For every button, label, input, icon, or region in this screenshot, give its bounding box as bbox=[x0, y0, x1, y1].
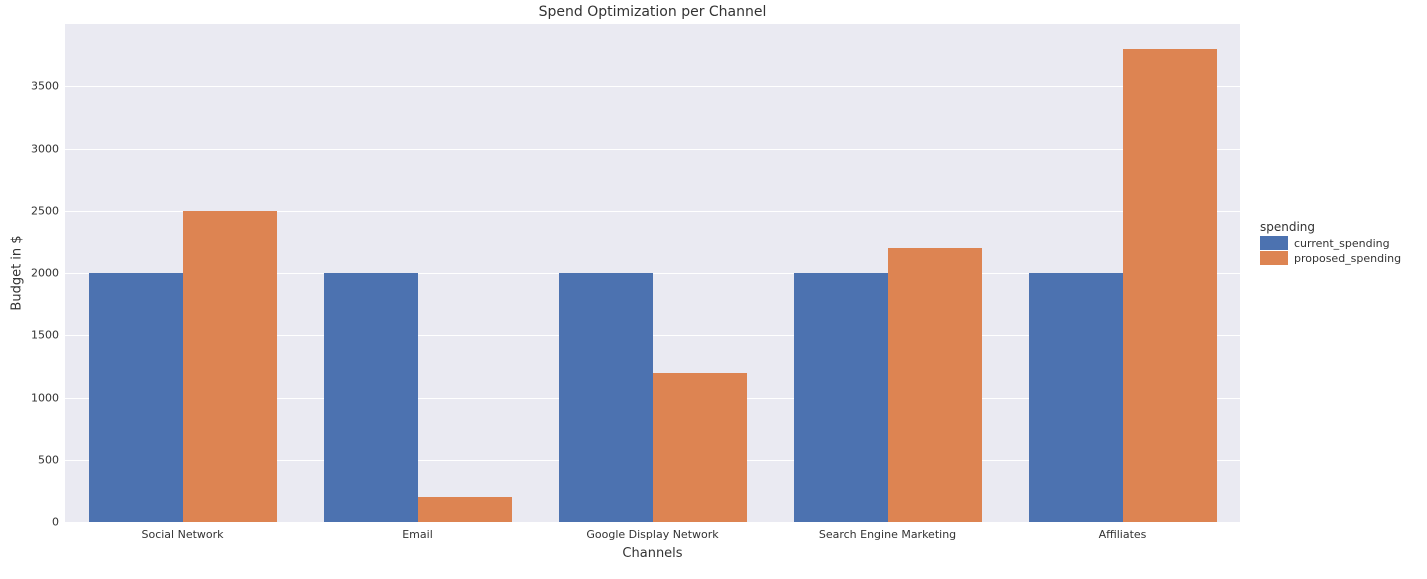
y-axis-label: Budget in $ bbox=[10, 235, 25, 310]
xtick-label: Google Display Network bbox=[586, 528, 718, 541]
bar-proposed_spending bbox=[653, 373, 747, 522]
legend-item: proposed_spending bbox=[1260, 251, 1401, 265]
ytick-label: 2500 bbox=[31, 204, 59, 217]
bar-proposed_spending bbox=[888, 248, 982, 522]
legend-swatch bbox=[1260, 236, 1288, 250]
xtick-label: Affiliates bbox=[1099, 528, 1147, 541]
ytick-label: 0 bbox=[52, 516, 59, 529]
x-axis-label: Channels bbox=[622, 546, 682, 561]
bar-proposed_spending bbox=[183, 211, 277, 522]
bar-current_spending bbox=[1029, 273, 1123, 522]
xtick-label: Email bbox=[402, 528, 433, 541]
gridline bbox=[65, 522, 1240, 523]
ytick-label: 2000 bbox=[31, 267, 59, 280]
legend-swatch bbox=[1260, 251, 1288, 265]
bar-current_spending bbox=[794, 273, 888, 522]
figure: Spend Optimization per Channel 050010001… bbox=[0, 0, 1427, 579]
bar-current_spending bbox=[324, 273, 418, 522]
bar-proposed_spending bbox=[418, 497, 512, 522]
ytick-label: 1000 bbox=[31, 391, 59, 404]
ytick-label: 3000 bbox=[31, 142, 59, 155]
legend-title: spending bbox=[1260, 220, 1401, 234]
gridline bbox=[65, 149, 1240, 150]
legend-item: current_spending bbox=[1260, 236, 1401, 250]
chart-title: Spend Optimization per Channel bbox=[65, 4, 1240, 20]
legend-label: proposed_spending bbox=[1294, 252, 1401, 265]
xtick-label: Social Network bbox=[141, 528, 223, 541]
bar-proposed_spending bbox=[1123, 49, 1217, 522]
plot-area: 0500100015002000250030003500Social Netwo… bbox=[65, 24, 1240, 522]
legend-label: current_spending bbox=[1294, 237, 1390, 250]
bar-current_spending bbox=[559, 273, 653, 522]
ytick-label: 3500 bbox=[31, 80, 59, 93]
gridline bbox=[65, 86, 1240, 87]
ytick-label: 1500 bbox=[31, 329, 59, 342]
xtick-label: Search Engine Marketing bbox=[819, 528, 956, 541]
bar-current_spending bbox=[89, 273, 183, 522]
ytick-label: 500 bbox=[38, 453, 59, 466]
legend: spending current_spending proposed_spendi… bbox=[1260, 220, 1401, 266]
